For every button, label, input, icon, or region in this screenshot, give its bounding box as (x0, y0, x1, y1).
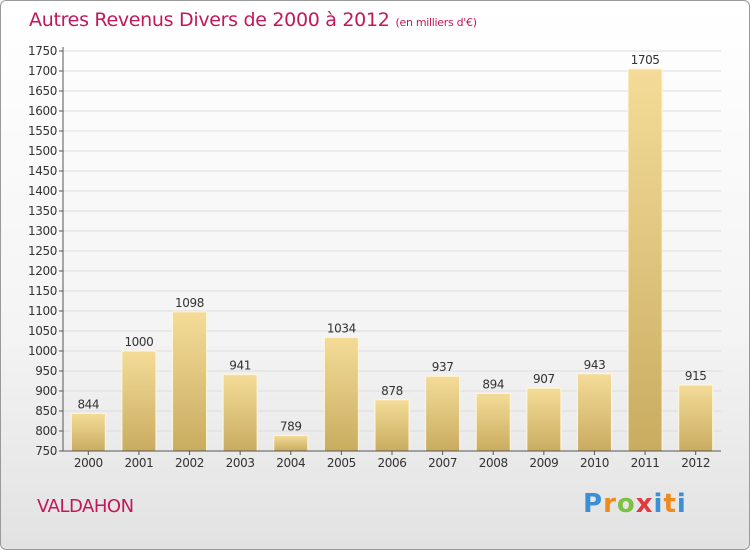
bar (121, 350, 157, 452)
x-tick-label: 2012 (681, 456, 710, 470)
bar (425, 375, 461, 452)
x-tick-label: 2011 (631, 456, 660, 470)
logo-letter: i (676, 489, 687, 519)
x-tick-label: 2001 (124, 456, 153, 470)
data-label: 1705 (631, 53, 660, 67)
data-label: 894 (482, 377, 504, 391)
x-tick-label: 2000 (74, 456, 103, 470)
bar (627, 68, 663, 452)
bar (576, 373, 612, 452)
x-tick-label: 2007 (428, 456, 457, 470)
logo-letter: o (616, 489, 636, 519)
x-tick-label: 2002 (175, 456, 204, 470)
logo-letter: t (663, 489, 677, 519)
y-tick-label: 900 (35, 384, 57, 398)
y-tick-label: 800 (35, 424, 57, 438)
y-tick-label: 750 (35, 444, 57, 458)
x-tick-label: 2005 (327, 456, 356, 470)
y-tick-label: 950 (35, 364, 57, 378)
data-label: 878 (381, 384, 403, 398)
data-label: 937 (432, 360, 454, 374)
y-tick-label: 1550 (28, 124, 57, 138)
y-tick-label: 1750 (28, 44, 57, 58)
y-tick-label: 1350 (28, 204, 57, 218)
logo-letter: P (583, 489, 604, 519)
bars (70, 68, 714, 452)
proxiti-logo[interactable]: Proxiti (583, 489, 687, 519)
y-tick-label: 1100 (28, 304, 57, 318)
data-label: 915 (685, 369, 707, 383)
x-tick-label: 2010 (580, 456, 609, 470)
y-tick-label: 1650 (28, 84, 57, 98)
bar (374, 399, 410, 452)
bar (323, 336, 359, 452)
y-tick-label: 1150 (28, 284, 57, 298)
x-tick-label: 2004 (276, 456, 305, 470)
y-tick-label: 1300 (28, 224, 57, 238)
bar (273, 434, 309, 452)
bar (678, 384, 714, 452)
data-label: 941 (229, 359, 251, 373)
bar (475, 392, 511, 452)
chart-title-text: Autres Revenus Divers de 2000 à 2012 (29, 9, 390, 31)
data-label: 943 (584, 358, 606, 372)
bar (222, 374, 258, 452)
y-tick-label: 850 (35, 404, 57, 418)
y-tick-label: 1400 (28, 184, 57, 198)
x-tick-label: 2008 (479, 456, 508, 470)
data-label: 1034 (327, 321, 356, 335)
x-tick-label: 2006 (378, 456, 407, 470)
y-tick-label: 1200 (28, 264, 57, 278)
x-tick-label: 2003 (226, 456, 255, 470)
bar (172, 311, 208, 452)
city-name: VALDAHON (37, 496, 134, 517)
labels: 2000 844 2001 1000 2002 1098 2003 941 2004 789 200… (74, 53, 711, 470)
y-tick-label: 1600 (28, 104, 57, 118)
y-tick-label: 1700 (28, 64, 57, 78)
chart-title: Autres Revenus Divers de 2000 à 2012 (en … (29, 9, 477, 31)
bar (70, 412, 106, 452)
logo-letter: r (603, 489, 617, 519)
chart-subtitle: (en milliers d'€) (395, 16, 477, 29)
data-label: 789 (280, 419, 302, 433)
y-tick-label: 1500 (28, 144, 57, 158)
bar (526, 387, 562, 452)
data-label: 907 (533, 372, 555, 386)
data-label: 844 (77, 397, 99, 411)
y-tick-label: 1050 (28, 324, 57, 338)
y-tick-label: 1450 (28, 164, 57, 178)
logo-letter: i (653, 489, 664, 519)
y-tick-label: 1000 (28, 344, 57, 358)
axes: 750 800 850 900 950 1000 1050 1100 1150 1200 1250 1… (28, 44, 721, 458)
y-tick-label: 1250 (28, 244, 57, 258)
data-label: 1000 (124, 335, 153, 349)
logo-letter: x (635, 489, 654, 519)
x-tick-label: 2009 (529, 456, 558, 470)
data-label: 1098 (175, 296, 204, 310)
